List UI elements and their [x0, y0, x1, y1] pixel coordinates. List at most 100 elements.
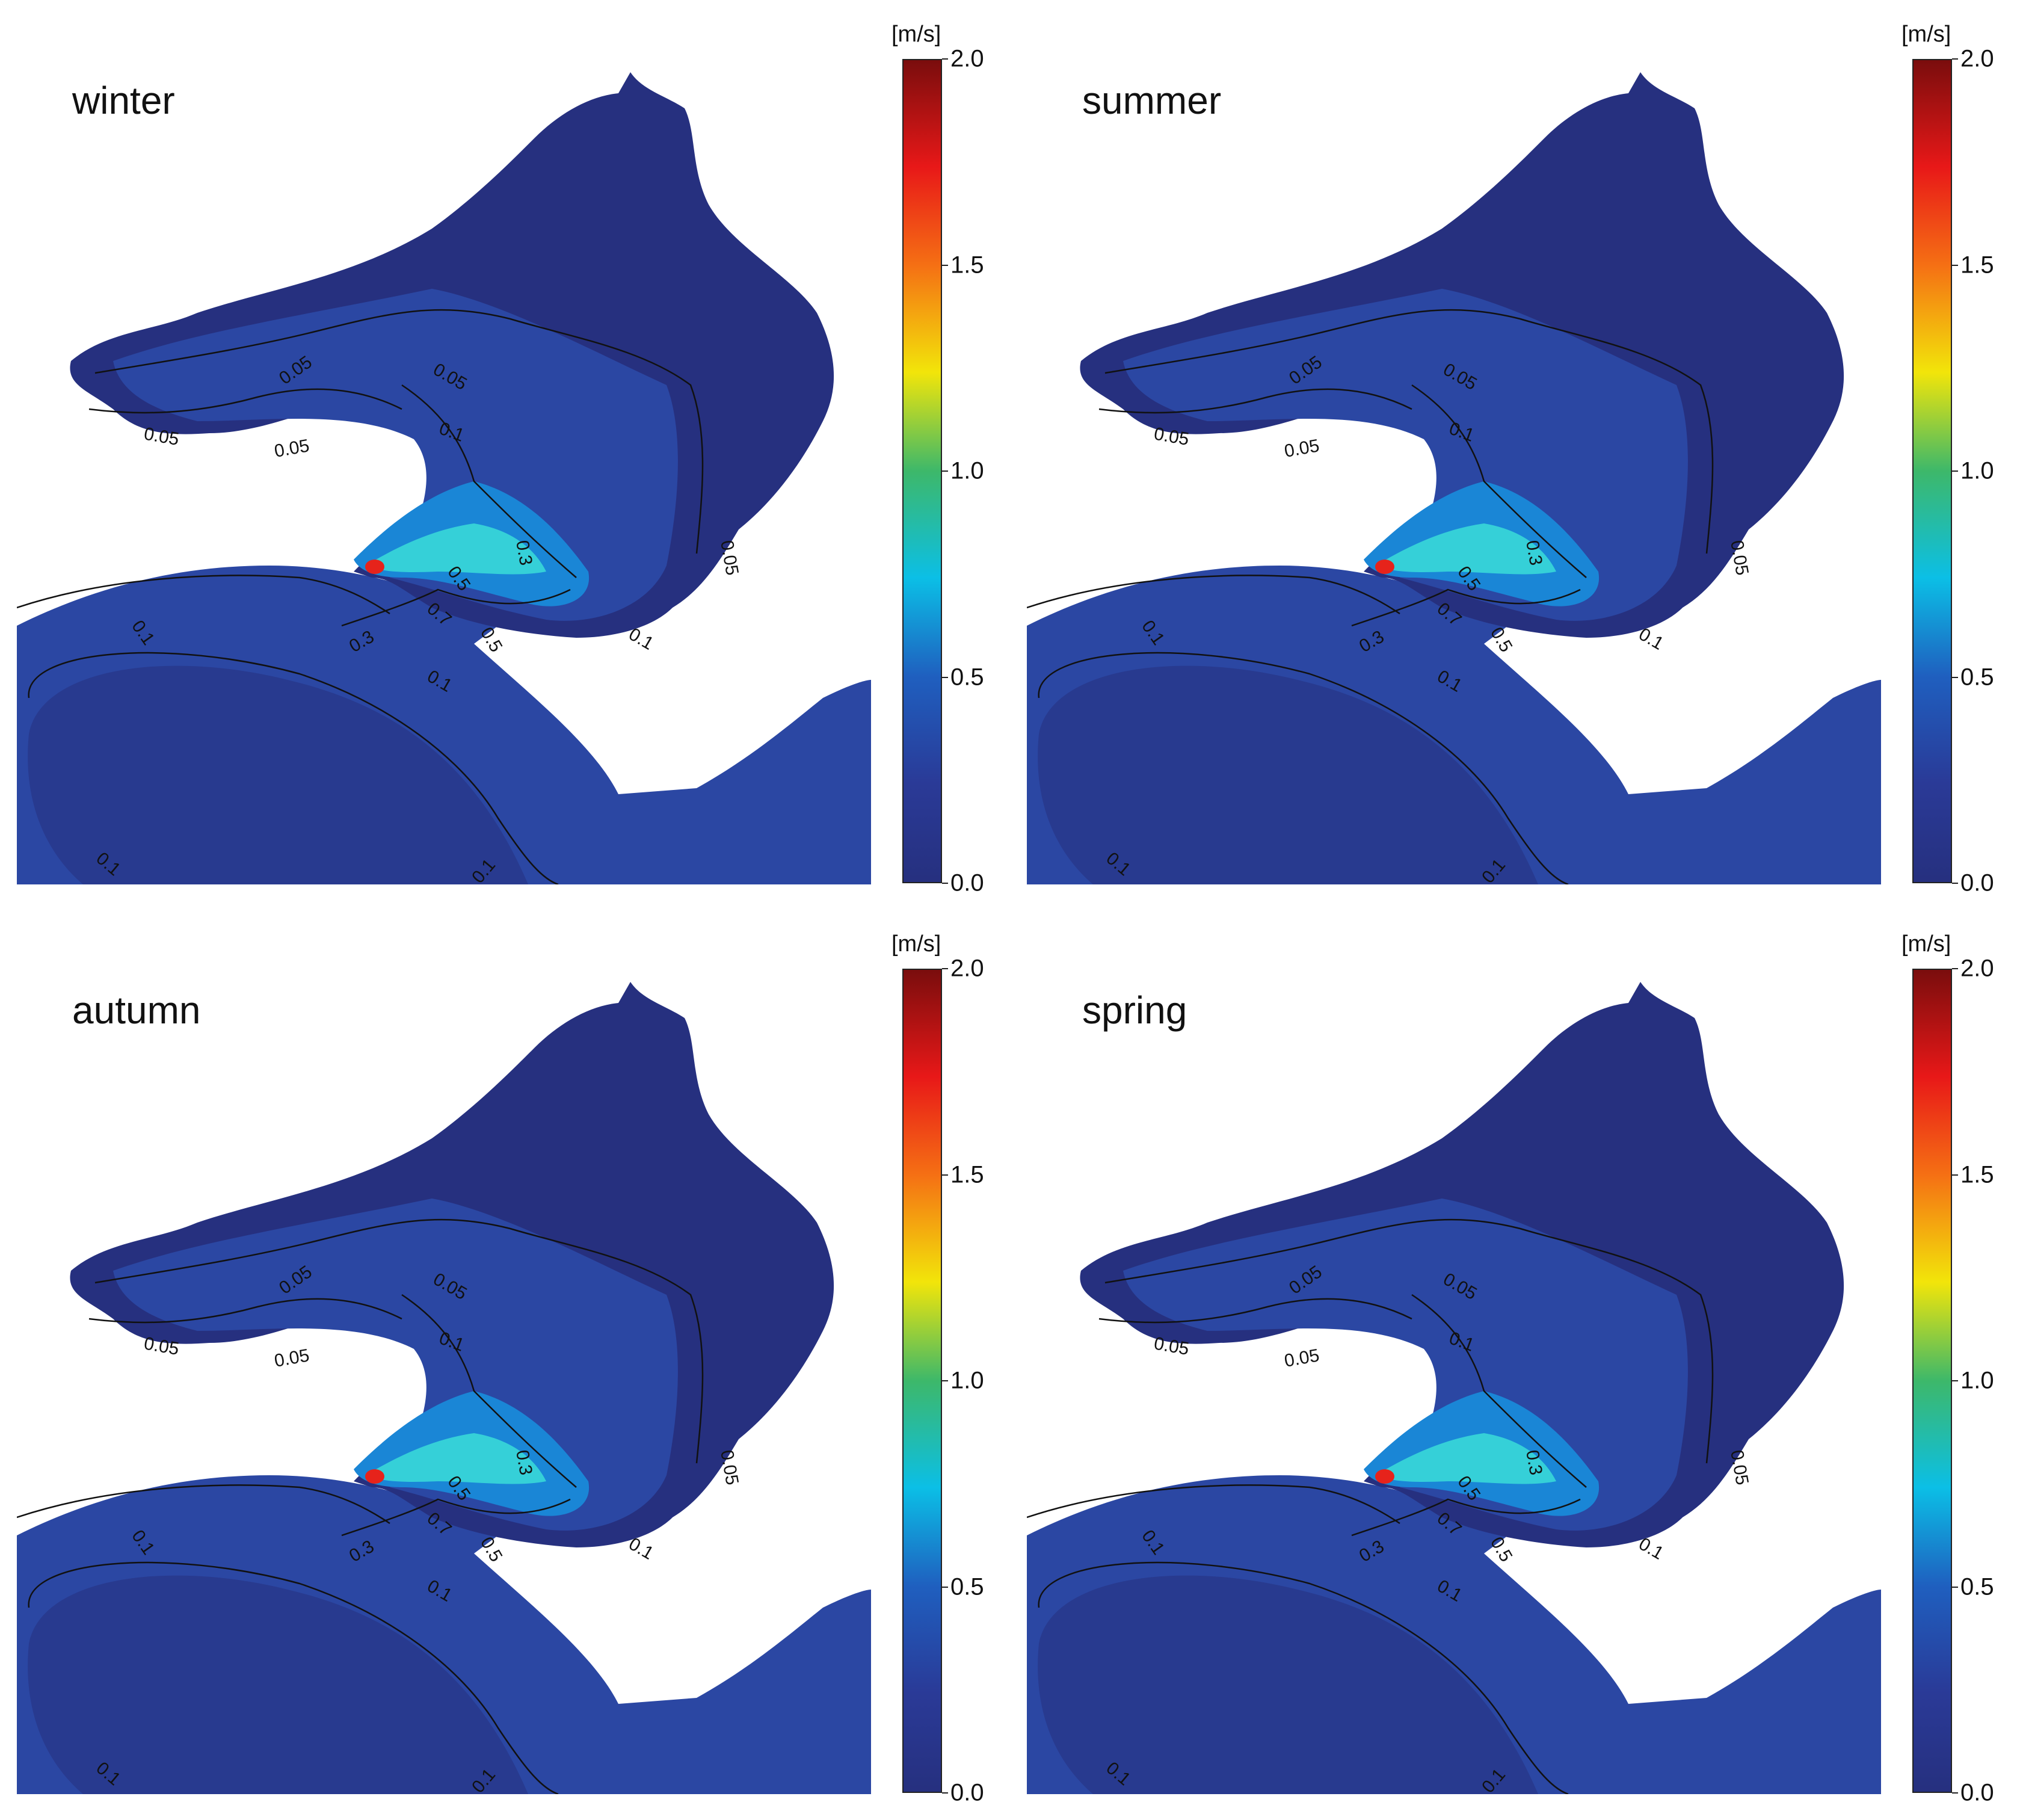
colorbar-tick-label: 1.5 — [950, 1161, 984, 1188]
colorbar-tick — [942, 1380, 948, 1381]
contour-label: 0.05 — [273, 1345, 310, 1371]
colorbar-tick-label: 2.0 — [1960, 955, 1994, 982]
contour-label: 0.3 — [1522, 1448, 1546, 1476]
outer-sea-calm — [1038, 665, 1538, 884]
max-velocity-spot — [1375, 1469, 1394, 1484]
colorbar-tick-label: 2.0 — [950, 955, 984, 982]
contour-line-005b — [88, 1298, 402, 1324]
contour-line-005 — [1104, 309, 1714, 554]
contour-label: 0.05 — [1726, 538, 1752, 576]
max-velocity-spot — [1375, 560, 1394, 574]
colorbar-tick-label: 1.0 — [950, 457, 984, 484]
contour-line-03 — [341, 588, 571, 627]
contour-label: 0.05 — [273, 436, 310, 461]
colorbar-tick-label: 1.5 — [950, 251, 984, 278]
max-velocity-spot — [365, 560, 384, 574]
contour-line-01b — [1038, 652, 1569, 884]
contour-label: 0.05 — [1283, 436, 1320, 461]
season-title: autumn — [72, 989, 201, 1032]
strait-core — [366, 523, 546, 575]
contour-line-005b — [1098, 1298, 1412, 1324]
velocity-map: 0.050.050.05 0.050.10.050.30.50.70.50.3 0.… — [1027, 72, 1881, 884]
contour-line-005 — [1104, 1218, 1714, 1464]
contour-line-01b — [28, 652, 559, 884]
colorbar-tick — [1952, 1174, 1958, 1176]
colorbar-unit: [m/s] — [1901, 22, 1951, 47]
colorbar-unit: [m/s] — [891, 22, 941, 47]
colorbar-tick-label: 0.5 — [950, 664, 984, 690]
contour-line-01c — [1027, 575, 1400, 615]
colorbar-tick-label: 1.5 — [1960, 251, 1994, 278]
colorbar-tick-label: 1.5 — [1960, 1161, 1994, 1188]
colorbar-tick — [942, 883, 948, 884]
contour-label: 0.05 — [716, 1448, 742, 1486]
contour-label: 0.05 — [716, 538, 742, 576]
contour-line-01 — [401, 384, 577, 578]
colorbar-tick — [1952, 968, 1958, 969]
max-velocity-spot — [365, 1469, 384, 1484]
contour-line-01c — [1027, 1484, 1400, 1525]
contour-label: 0.05 — [1283, 1345, 1320, 1371]
contour-label: 0.3 — [512, 1448, 536, 1476]
contour-line-01b — [28, 1561, 559, 1794]
contour-line-03 — [1351, 1498, 1581, 1537]
colorbar — [1912, 59, 1952, 883]
contour-line-005b — [88, 388, 402, 414]
panel-spring: 0.05 0.05 0.05 0.05 0.1 0.05 0.3 0.5 0.7 0.5 0.3 0.… — [1010, 910, 2020, 1819]
colorbar-tick-label: 0.0 — [1960, 1779, 1994, 1806]
contour-line-03 — [341, 1498, 571, 1537]
colorbar-tick-label: 0.5 — [1960, 664, 1994, 690]
outer-sea-calm — [28, 665, 528, 884]
contour-line-03 — [1351, 588, 1581, 627]
contour-line-01 — [1411, 384, 1587, 578]
contour-line-01 — [1411, 1294, 1587, 1488]
panel-autumn: 0.05 0.05 0.05 0.05 0.1 0.05 0.3 0.5 0.7 0.5 0.3 0.… — [0, 910, 1010, 1819]
colorbar-tick — [1952, 470, 1958, 472]
strait-core — [1376, 1433, 1556, 1484]
colorbar — [902, 969, 942, 1793]
colorbar-tick — [942, 1586, 948, 1588]
colorbar-tick-label: 1.0 — [950, 1367, 984, 1394]
strait-core — [1376, 523, 1556, 575]
colorbar-tick — [1952, 1586, 1958, 1588]
contour-line-01c — [17, 1484, 390, 1525]
contour-line-01b — [1038, 1561, 1569, 1794]
contour-line-005 — [94, 1218, 704, 1464]
colorbar-tick-label: 0.0 — [950, 1779, 984, 1806]
contour-label: 0.3 — [1522, 538, 1546, 567]
colorbar-tick-label: 0.5 — [1960, 1573, 1994, 1600]
colorbar-tick-label: 2.0 — [1960, 45, 1994, 72]
contour-label: 0.3 — [512, 538, 536, 567]
strait-core — [366, 1433, 546, 1484]
contour-line-005b — [1098, 388, 1412, 414]
contour-line-01c — [17, 575, 390, 615]
season-title: spring — [1082, 989, 1187, 1032]
colorbar-tick — [1952, 676, 1958, 678]
colorbar-tick-label: 0.0 — [950, 869, 984, 896]
panel-summer: 0.05 0.05 0.05 0.05 0.1 0.05 0.3 0.5 0.7 0.5 0.3 0.… — [1010, 0, 2020, 910]
colorbar — [1912, 969, 1952, 1793]
colorbar-tick — [942, 470, 948, 472]
season-title: summer — [1082, 79, 1222, 122]
colorbar-tick — [1952, 883, 1958, 884]
colorbar-tick — [942, 1174, 948, 1176]
outer-sea-calm — [1038, 1575, 1538, 1794]
colorbar-tick-label: 0.5 — [950, 1573, 984, 1600]
colorbar-tick — [942, 1792, 948, 1794]
colorbar-tick — [1952, 1792, 1958, 1794]
colorbar-tick — [942, 676, 948, 678]
velocity-map: 0.050.050.05 0.050.10.050.30.50.70.50.3 0.… — [17, 982, 871, 1794]
contour-label: 0.05 — [1726, 1448, 1752, 1486]
colorbar-unit: [m/s] — [1901, 931, 1951, 957]
colorbar-tick — [942, 264, 948, 266]
colorbar-tick-label: 0.0 — [1960, 869, 1994, 896]
contour-line-005 — [94, 309, 704, 554]
colorbar-tick — [1952, 58, 1958, 60]
colorbar-tick — [942, 968, 948, 969]
contour-line-01 — [401, 1294, 577, 1488]
colorbar-tick — [1952, 264, 1958, 266]
panel-winter: 0.05 0.05 0.05 0.05 0.1 0.05 0.3 0.5 0.7 0.5 0.3 0.… — [0, 0, 1010, 910]
velocity-map: 0.050.050.05 0.050.10.050.30.50.70.50.3 0.… — [1027, 982, 1881, 1794]
colorbar-tick — [1952, 1380, 1958, 1381]
colorbar-unit: [m/s] — [891, 931, 941, 957]
